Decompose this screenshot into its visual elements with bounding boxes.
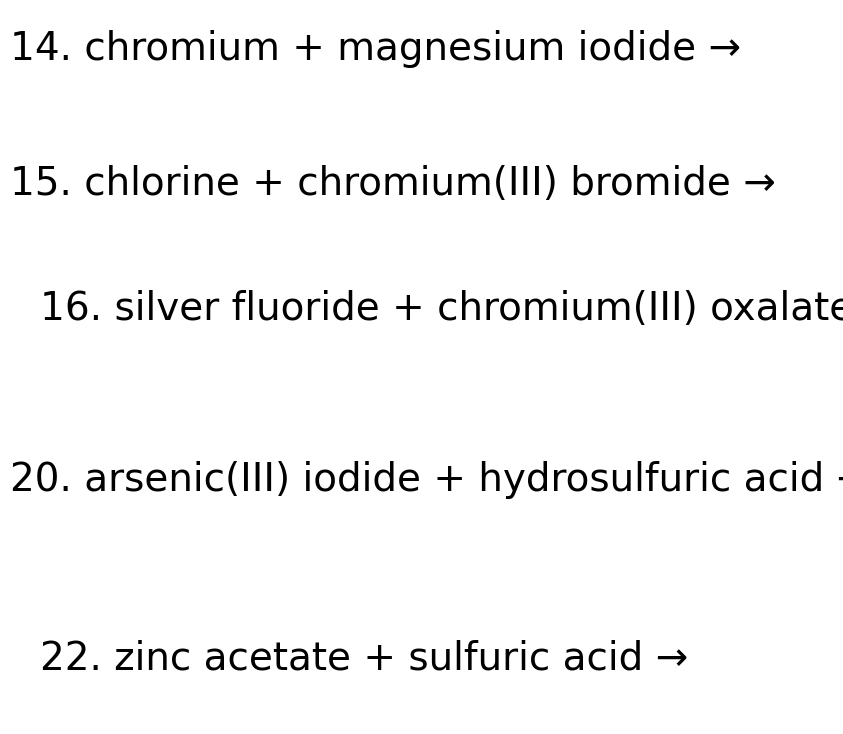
Text: 14. chromium + magnesium iodide →: 14. chromium + magnesium iodide → <box>10 30 741 68</box>
Text: 20. arsenic(III) iodide + hydrosulfuric acid →|: 20. arsenic(III) iodide + hydrosulfuric … <box>10 460 843 500</box>
Text: 16. silver fluoride + chromium(III) oxalate →: 16. silver fluoride + chromium(III) oxal… <box>40 290 843 328</box>
Text: 22. zinc acetate + sulfuric acid →: 22. zinc acetate + sulfuric acid → <box>40 640 688 678</box>
Text: 15. chlorine + chromium(III) bromide →: 15. chlorine + chromium(III) bromide → <box>10 165 776 203</box>
